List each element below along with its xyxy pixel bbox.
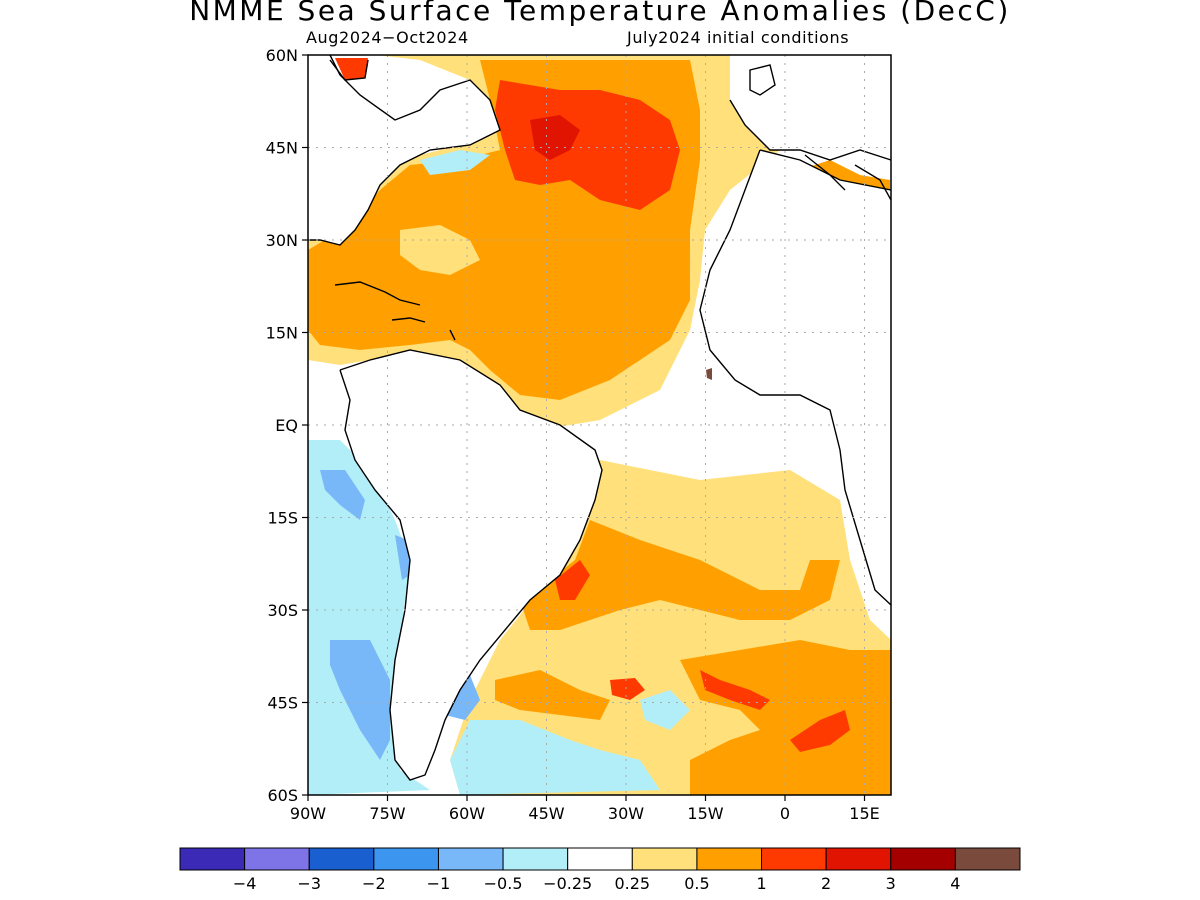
lon-tick-label: 15E [849,804,879,823]
coastlines [308,55,891,781]
south-atlantic-pos1-southeast [790,710,850,752]
lon-tick-label: 90W [290,804,326,823]
colorbar-swatch [567,847,633,871]
chart-title: NMME Sea Surface Temperature Anomalies (… [189,0,1011,27]
africa-land [700,150,891,605]
europe-coast [729,64,891,201]
lat-tick-label: 45N [266,139,298,158]
latitude-axis: 60N 45N 30N 15N EQ 15S 30S 45S 60S [266,46,308,805]
africa-coast [699,149,891,606]
caribbean-coast [334,281,456,341]
land-masses [308,55,891,780]
north-atlantic-pos1 [495,80,680,210]
colorbar-label: −1 [427,874,451,893]
south-atlantic-pos1-east [700,670,770,710]
colorbar-label: 0.25 [614,874,650,893]
gulf-stream-neg05 [420,150,490,175]
north-atlantic-cool-patch [400,225,480,275]
lon-tick-label: 60W [449,804,485,823]
colorbar-swatch [308,847,375,871]
colorbar-label: −3 [297,874,321,893]
europe-land [730,55,891,160]
lon-tick-label: 30W [608,804,644,823]
colorbar-swatch [179,847,246,871]
colorbar-swatch [631,847,698,871]
lon-tick-label: 45W [528,804,564,823]
east-pacific-neg1 [330,640,390,760]
colorbar-label: −0.5 [484,874,523,893]
south-atlantic-pos05-band [520,520,840,630]
east-pacific-neg1-north [320,470,365,520]
lon-tick-label: 0 [780,804,790,823]
colorbar: −4 −3 −2 −1 −0.5 −0.25 0.25 0.5 1 2 3 4 [179,847,1021,893]
west-africa-brown [706,368,712,380]
colorbar-swatch [373,847,439,871]
south-america-land [340,350,602,780]
lat-tick-label: 15S [267,509,298,528]
colorbar-label: 0.5 [684,874,709,893]
brazil-coast-pos1 [555,560,590,600]
southeast-atlantic-pos05 [680,640,891,795]
graticule [308,55,891,795]
south-atlantic-neg05-mid [640,690,690,730]
colorbar-swatch [244,847,310,871]
lat-tick-label: EQ [275,416,298,435]
colorbar-label: 4 [950,874,960,893]
lat-tick-label: 45S [267,694,298,713]
colorbar-label: −2 [362,874,386,893]
south-atlantic-neg05 [450,720,660,795]
colorbar-label: −0.25 [543,874,592,893]
lat-tick-label: 60S [267,786,298,805]
south-atlantic-pos05-west [495,670,610,720]
north-atlantic-pos2 [530,115,580,160]
colorbar-swatch [437,847,504,871]
greenland-coast [329,59,369,81]
longitude-axis: 90W 75W 60W 45W 30W 15W 0 15E [290,795,880,823]
colorbar-label: −4 [233,874,257,893]
colorbar-label: 3 [886,874,896,893]
east-pacific-neg05 [308,440,430,795]
south-atlantic-pos1-center [610,678,645,700]
colorbar-swatch [825,847,892,871]
anomaly-field [308,55,891,795]
colorbar-swatch [696,847,763,871]
colorbar-swatch [761,847,827,871]
colorbar-swatch [890,847,956,871]
forecast-period: Aug2024−Oct2024 [306,28,469,47]
lat-tick-label: 60N [266,46,298,65]
north-america-coast [308,55,501,246]
colorbar-swatch [502,847,569,871]
lat-tick-label: 30N [266,231,298,250]
lat-tick-label: 15N [266,324,298,343]
lon-tick-label: 15W [687,804,723,823]
colorbar-label: 1 [756,874,766,893]
greenland-pos1 [335,58,368,80]
south-america-coast [339,349,603,781]
lon-tick-label: 75W [369,804,405,823]
north-america-land [308,55,500,245]
lat-tick-label: 30S [267,601,298,620]
colorbar-swatch [954,847,1021,871]
colorbar-label: 2 [821,874,831,893]
initial-conditions: July2024 initial conditions [627,28,850,47]
